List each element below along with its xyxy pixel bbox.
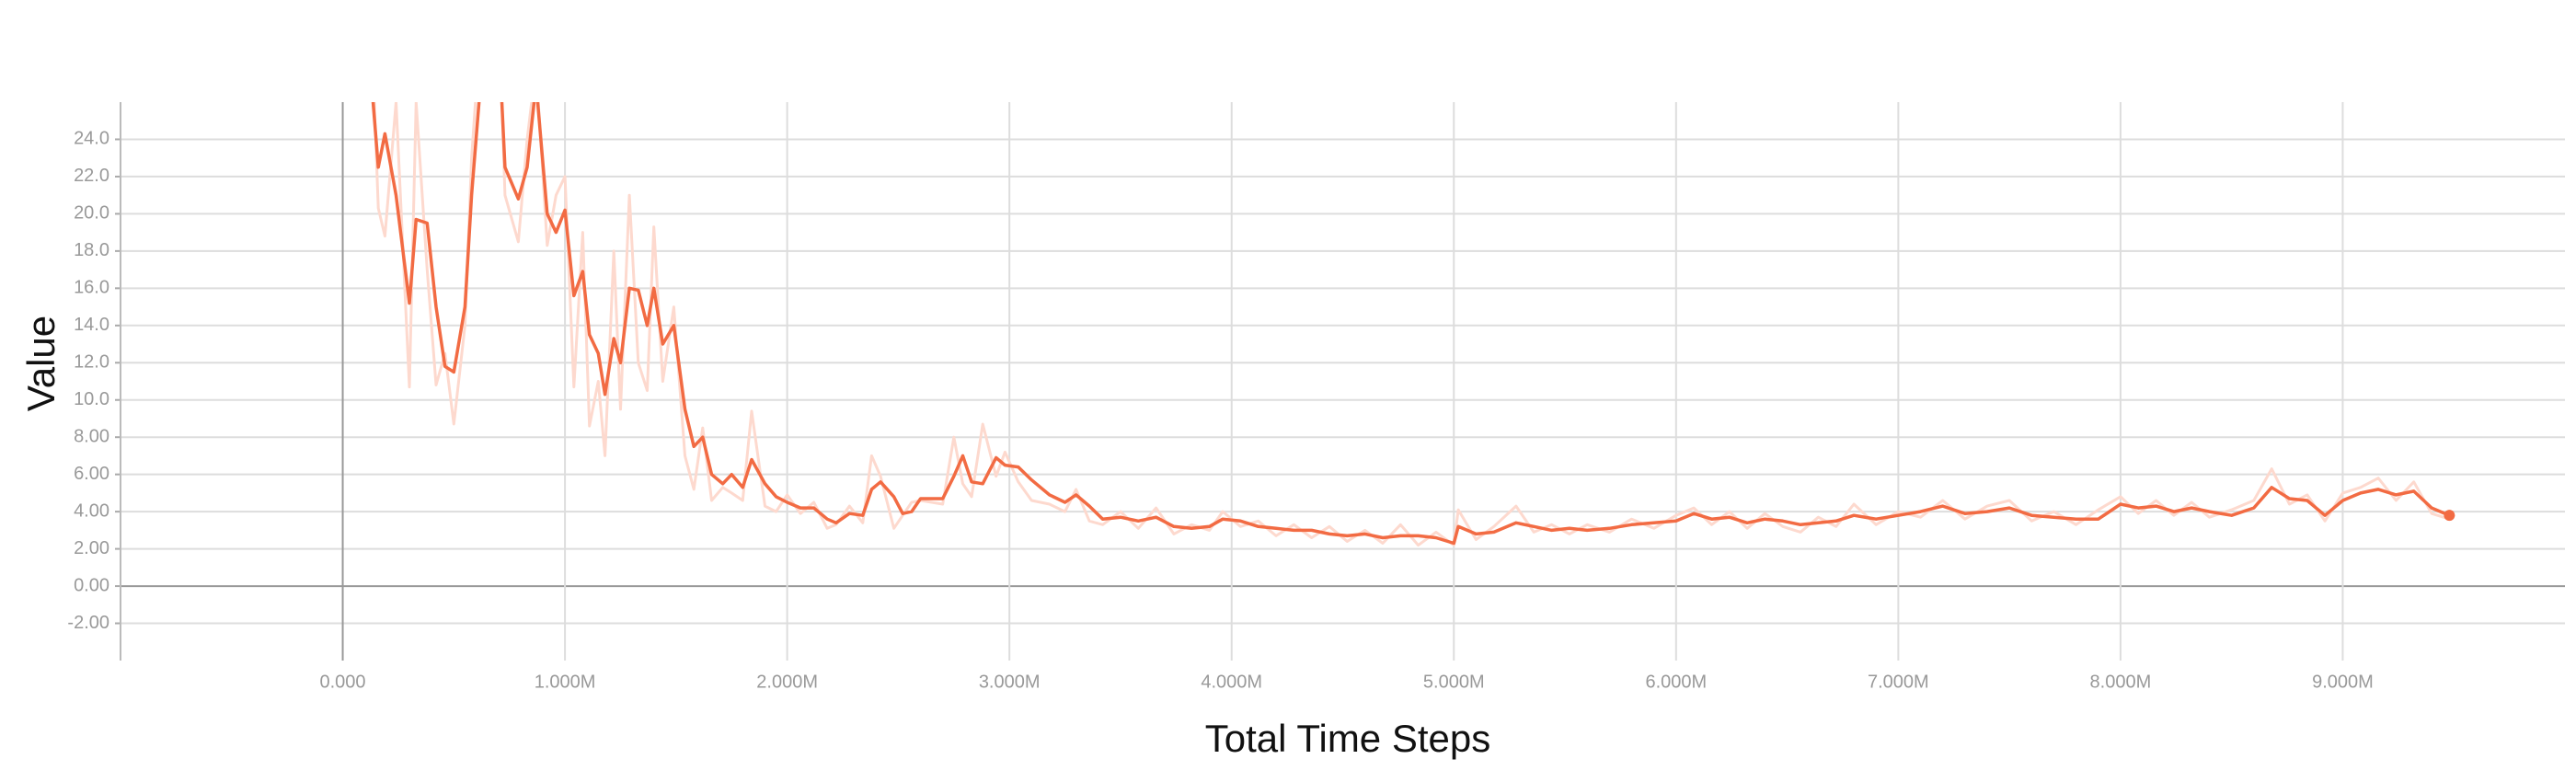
y-tick-label: 24.0 (74, 129, 109, 149)
x-axis-title: Total Time Steps (1205, 717, 1490, 760)
x-tick-label: 9.000M (2312, 672, 2374, 692)
plot-area (371, 102, 2455, 547)
y-tick-label: 18.0 (74, 240, 109, 260)
y-tick-label: 22.0 (74, 166, 109, 186)
x-tick-label: 3.000M (979, 672, 1041, 692)
y-axis-title: Value (19, 316, 63, 411)
x-tick-label: 0.000 (320, 672, 366, 692)
y-tick-label: 8.00 (74, 426, 109, 446)
end-point (2444, 510, 2455, 522)
y-tick-label: 20.0 (74, 203, 109, 224)
x-tick-label: 5.000M (1423, 672, 1485, 692)
x-tick-label: 6.000M (1645, 672, 1707, 692)
y-tick-label: -2.00 (67, 613, 109, 633)
x-tick-label: 7.000M (1868, 672, 1929, 692)
y-tick-label: 2.00 (74, 538, 109, 558)
series-line (373, 102, 2450, 547)
y-tick-label: 4.00 (74, 500, 109, 521)
x-tick-label: 2.000M (756, 672, 818, 692)
y-tick-label: 16.0 (74, 278, 109, 298)
series-line (371, 102, 2451, 546)
y-tick-label: 14.0 (74, 315, 109, 335)
x-tick-label: 8.000M (2090, 672, 2152, 692)
y-tick-label: 6.00 (74, 464, 109, 484)
y-tick-label: 10.0 (74, 389, 109, 409)
y-tick-label: 0.00 (74, 575, 109, 595)
x-tick-label: 1.000M (535, 672, 596, 692)
x-tick-label: 4.000M (1201, 672, 1262, 692)
y-tick-label: 12.0 (74, 352, 109, 373)
